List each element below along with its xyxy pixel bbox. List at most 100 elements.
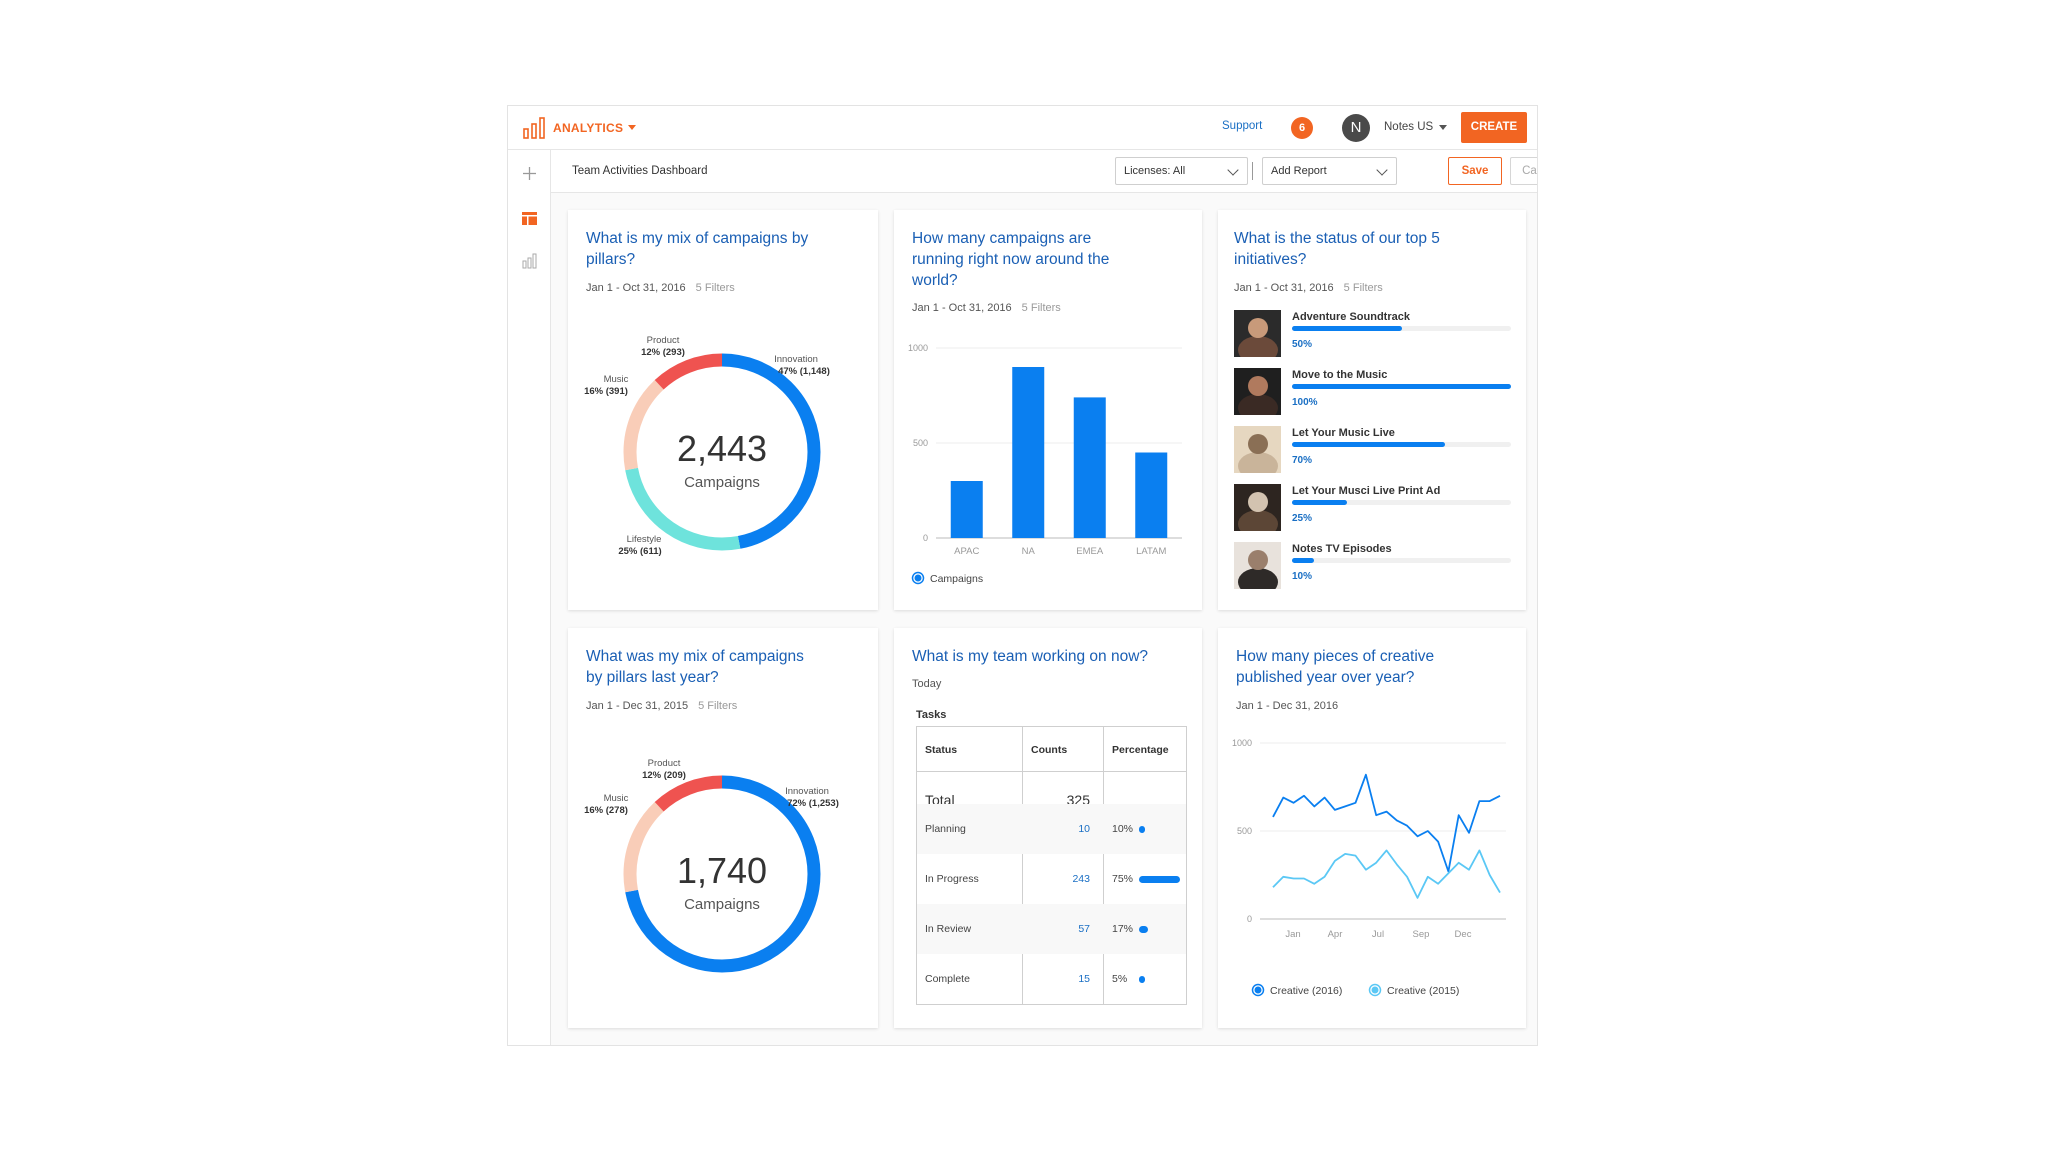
segment-label-value: 47% (1,148) <box>778 366 830 377</box>
donut-segments <box>623 775 821 973</box>
caret-down-icon[interactable] <box>628 125 636 130</box>
donut-segment-lifestyle[interactable] <box>623 353 821 551</box>
table-row-total: Total 325 <box>917 772 1186 808</box>
left-rail <box>508 150 551 1045</box>
user-avatar[interactable]: N <box>1342 114 1370 142</box>
initiative-progress-fill <box>1292 500 1347 505</box>
segment-label-value: 12% (209) <box>642 770 686 781</box>
add-report-select[interactable]: Add Report <box>1262 157 1397 185</box>
notification-badge[interactable]: 6 <box>1291 117 1313 139</box>
initiative-name[interactable]: Let Your Music Live <box>1292 427 1395 439</box>
initiative-row[interactable]: Move to the Music 100% <box>1234 368 1514 418</box>
initiative-thumbnail[interactable] <box>1234 368 1281 415</box>
task-percentage-bar <box>1139 926 1149 933</box>
bar-chart: 0 500 1000 APAC NA EMEA LATAM <box>908 343 1182 557</box>
dashboard-icon[interactable] <box>521 210 538 227</box>
initiative-progress-track <box>1292 384 1511 389</box>
task-count[interactable]: 243 <box>1072 873 1090 885</box>
task-count[interactable]: 10 <box>1078 823 1090 835</box>
bar-na[interactable] <box>1012 367 1045 538</box>
support-link[interactable]: Support <box>1222 120 1263 132</box>
date-range-text: Jan 1 - Oct 31, 2016 <box>1234 282 1334 294</box>
card-title[interactable]: What is the status of our top 5 initiati… <box>1234 228 1440 270</box>
column-header-percentage[interactable]: Percentage <box>1112 744 1169 756</box>
legend-marker-dot <box>1254 986 1262 994</box>
initiative-progress-fill <box>1292 384 1511 389</box>
x-tick-label: LATAM <box>1136 546 1166 557</box>
bar-apac[interactable] <box>950 481 983 538</box>
cancel-button[interactable]: Cancel <box>1510 157 1537 185</box>
bar-emea[interactable] <box>1073 397 1106 538</box>
initiative-row[interactable]: Notes TV Episodes 10% <box>1234 542 1514 592</box>
donut-segment-product[interactable] <box>623 353 821 551</box>
table-row[interactable]: Planning 10 10% <box>917 804 1186 854</box>
bar-chart-icon[interactable] <box>521 252 538 269</box>
column-header-status[interactable]: Status <box>925 744 958 756</box>
table-row[interactable]: Complete 15 5% <box>917 954 1186 1004</box>
initiative-row[interactable]: Adventure Soundtrack 50% <box>1234 310 1514 360</box>
plus-icon[interactable] <box>521 165 538 182</box>
y-tick-label: 0 <box>1247 914 1252 924</box>
bar-latam[interactable] <box>1135 452 1168 539</box>
task-count[interactable]: 15 <box>1078 973 1090 985</box>
card-campaign-mix: What is my mix of campaigns by pillars? … <box>568 210 878 610</box>
licenses-select[interactable]: Licenses: All <box>1115 157 1248 185</box>
initiative-name[interactable]: Notes TV Episodes <box>1292 543 1392 555</box>
filters-count[interactable]: 5 Filters <box>1343 282 1383 294</box>
filters-count[interactable]: 5 Filters <box>698 700 738 712</box>
card-title[interactable]: What is my team working on now? <box>912 648 1149 665</box>
card-title[interactable]: What was my mix of campaigns by pillars … <box>586 646 804 688</box>
donut-segment-product[interactable] <box>623 775 821 973</box>
date-range-text: Jan 1 - Dec 31, 2015 <box>586 700 689 712</box>
donut-segment-music[interactable] <box>623 775 821 973</box>
card-title-line: How many campaigns are <box>912 230 1092 247</box>
donut-segment-music[interactable] <box>623 353 821 551</box>
create-button[interactable]: CREATE <box>1461 112 1527 143</box>
initiative-progress-fill <box>1292 558 1314 563</box>
filters-count[interactable]: 5 Filters <box>1021 302 1061 314</box>
card-date-range: Jan 1 - Oct 31, 2016 5 Filters <box>586 282 735 294</box>
series-line-creative-2016-[interactable] <box>1272 773 1501 873</box>
initiative-name[interactable]: Adventure Soundtrack <box>1292 311 1410 323</box>
legend-label: Creative (2015) <box>1387 985 1459 997</box>
initiative-name[interactable]: Move to the Music <box>1292 369 1388 381</box>
column-header-counts[interactable]: Counts <box>1031 744 1068 756</box>
initiative-progress-label: 70% <box>1292 455 1313 466</box>
y-tick-label: 1000 <box>908 343 928 353</box>
save-button[interactable]: Save <box>1448 157 1502 185</box>
card-title[interactable]: How many pieces of creative published ye… <box>1236 646 1434 688</box>
segment-label-name: Innovation <box>774 354 818 365</box>
filters-count[interactable]: 5 Filters <box>695 282 735 294</box>
donut-total-label: Campaigns <box>684 896 760 913</box>
initiative-progress-track <box>1292 442 1511 447</box>
initiative-progress-track <box>1292 500 1511 505</box>
table-row[interactable]: In Review 57 17% <box>917 904 1186 954</box>
initiative-thumbnail[interactable] <box>1234 426 1281 473</box>
user-menu-label[interactable]: Notes US <box>1384 121 1434 133</box>
series-line-creative-2015-[interactable] <box>1272 849 1501 899</box>
card-title-line: What is the status of our top 5 <box>1234 230 1440 247</box>
task-count[interactable]: 57 <box>1078 923 1090 935</box>
initiative-row[interactable]: Let Your Musci Live Print Ad 25% <box>1234 484 1514 534</box>
caret-down-icon[interactable] <box>1439 125 1447 130</box>
toolbar-divider <box>1252 162 1253 180</box>
table-row[interactable]: In Progress 243 75% <box>917 854 1186 904</box>
tasks-label: Tasks <box>916 709 947 721</box>
card-campaign-mix-last-year: What was my mix of campaigns by pillars … <box>568 628 878 1028</box>
initiative-thumbnail[interactable] <box>1234 310 1281 357</box>
x-tick-label: Jul <box>1372 929 1384 940</box>
card-date-range: Jan 1 - Dec 31, 2016 <box>1236 700 1339 712</box>
initiative-row[interactable]: Let Your Music Live 70% <box>1234 426 1514 476</box>
segment-label-name: Lifestyle <box>627 534 662 545</box>
card-title-line: by pillars last year? <box>586 669 719 686</box>
initiative-thumbnail[interactable] <box>1234 484 1281 531</box>
segment-label-name: Product <box>648 758 681 769</box>
chevron-down-icon <box>1376 164 1388 176</box>
initiative-name[interactable]: Let Your Musci Live Print Ad <box>1292 485 1441 497</box>
initiative-thumbnail[interactable] <box>1234 542 1281 589</box>
app-switcher-label[interactable]: ANALYTICS <box>553 121 624 135</box>
analytics-logo-icon[interactable] <box>522 116 546 140</box>
card-title[interactable]: How many campaigns are running right now… <box>912 228 1109 291</box>
card-title[interactable]: What is my mix of campaigns by pillars? <box>586 228 808 270</box>
segment-label-value: 12% (293) <box>641 347 685 358</box>
